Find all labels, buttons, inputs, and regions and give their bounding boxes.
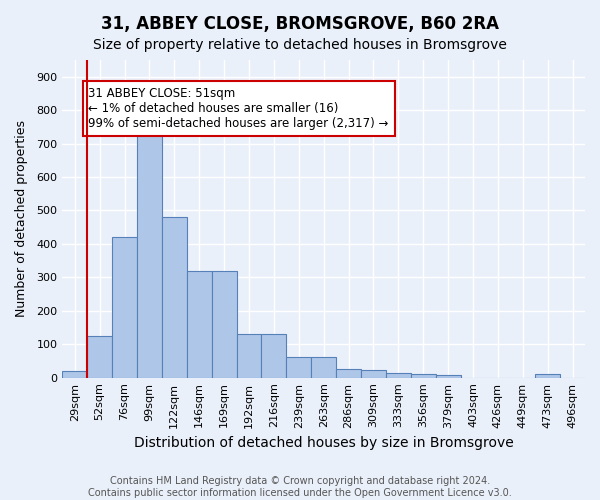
Bar (187, 272, 212, 378)
Bar (436, 375, 461, 378)
Bar (236, 334, 262, 378)
Bar (336, 370, 361, 378)
Text: Size of property relative to detached houses in Bromsgrove: Size of property relative to detached ho… (93, 38, 507, 52)
Y-axis label: Number of detached properties: Number of detached properties (15, 120, 28, 318)
X-axis label: Distribution of detached houses by size in Bromsgrove: Distribution of detached houses by size … (134, 436, 514, 450)
Bar (535, 374, 560, 378)
Bar (137, 134, 162, 378)
Text: 31 ABBEY CLOSE: 51sqm
← 1% of detached houses are smaller (16)
99% of semi-detac: 31 ABBEY CLOSE: 51sqm ← 1% of detached h… (88, 87, 389, 130)
Bar (212, 270, 236, 378)
Text: Contains HM Land Registry data © Crown copyright and database right 2024.
Contai: Contains HM Land Registry data © Crown c… (88, 476, 512, 498)
Bar (62, 371, 87, 378)
Bar (262, 334, 286, 378)
Bar (112, 237, 137, 378)
Bar (411, 374, 436, 378)
Bar (162, 217, 187, 378)
Text: 31, ABBEY CLOSE, BROMSGROVE, B60 2RA: 31, ABBEY CLOSE, BROMSGROVE, B60 2RA (101, 15, 499, 33)
Bar (361, 370, 386, 378)
Bar (386, 372, 411, 378)
Bar (311, 356, 336, 378)
Bar (286, 356, 311, 378)
Bar (87, 336, 112, 378)
